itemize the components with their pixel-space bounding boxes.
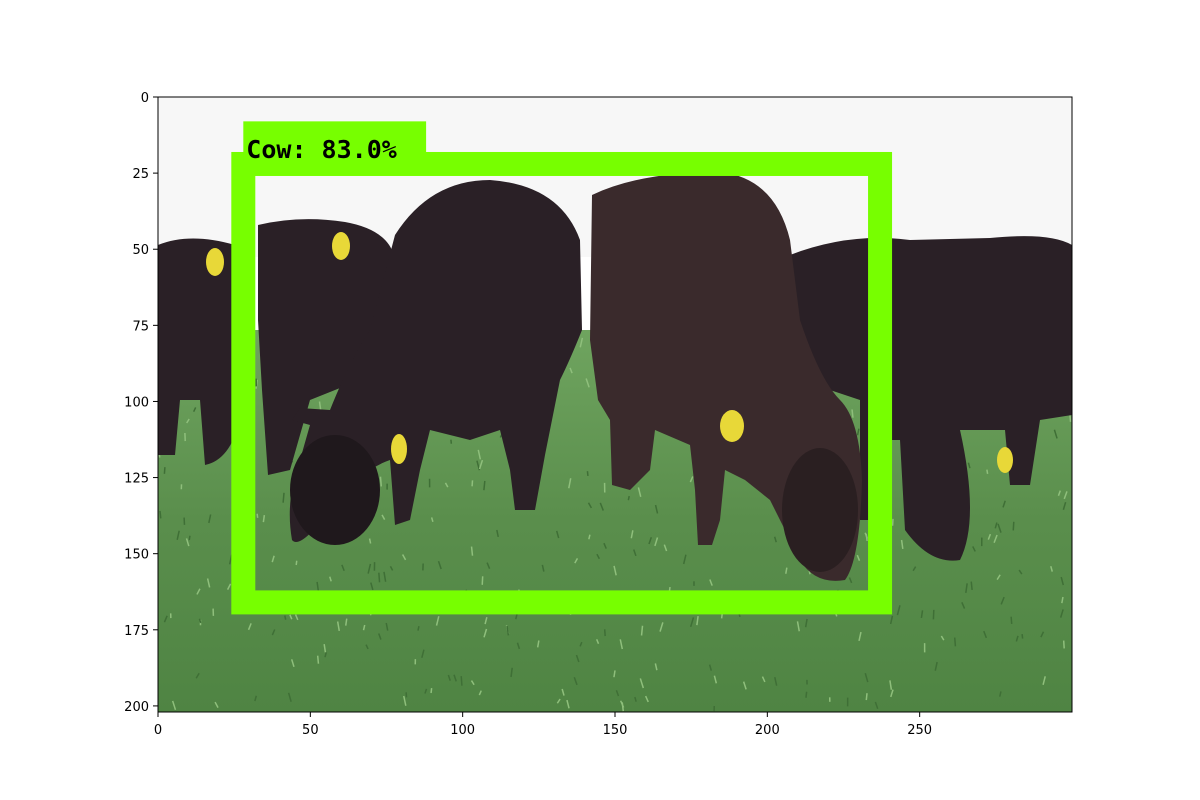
x-tick-label: 50 bbox=[302, 723, 319, 738]
y-tick-label: 150 bbox=[124, 548, 149, 563]
cow-left bbox=[289, 180, 582, 545]
x-tick-label: 250 bbox=[907, 723, 932, 738]
x-tick-label: 200 bbox=[755, 723, 780, 738]
y-tick-label: 50 bbox=[132, 243, 149, 258]
y-tick-label: 200 bbox=[124, 700, 149, 715]
detection-label-background bbox=[243, 121, 427, 162]
detection-overlay: Cow: 83.0% bbox=[231, 121, 893, 615]
x-tick-label: 0 bbox=[154, 723, 162, 738]
y-tick-label: 100 bbox=[124, 395, 149, 410]
ear-tags bbox=[206, 232, 1013, 473]
cow-right bbox=[590, 172, 862, 581]
y-tick-label: 0 bbox=[141, 91, 149, 106]
y-tick-label: 125 bbox=[124, 472, 149, 487]
y-tick-label: 75 bbox=[132, 319, 149, 334]
y-axis: 0 25 50 75 100 125 150 175 200 bbox=[124, 91, 158, 715]
y-tick-label: 25 bbox=[132, 167, 149, 182]
x-axis: 0 50 100 150 200 250 bbox=[154, 712, 932, 738]
detection-box bbox=[231, 151, 893, 615]
detection-label: Cow: 83.0% bbox=[246, 135, 397, 164]
photo-image bbox=[158, 97, 1072, 712]
y-tick-label: 175 bbox=[124, 624, 149, 639]
x-tick-label: 150 bbox=[603, 723, 628, 738]
x-tick-label: 100 bbox=[450, 723, 475, 738]
